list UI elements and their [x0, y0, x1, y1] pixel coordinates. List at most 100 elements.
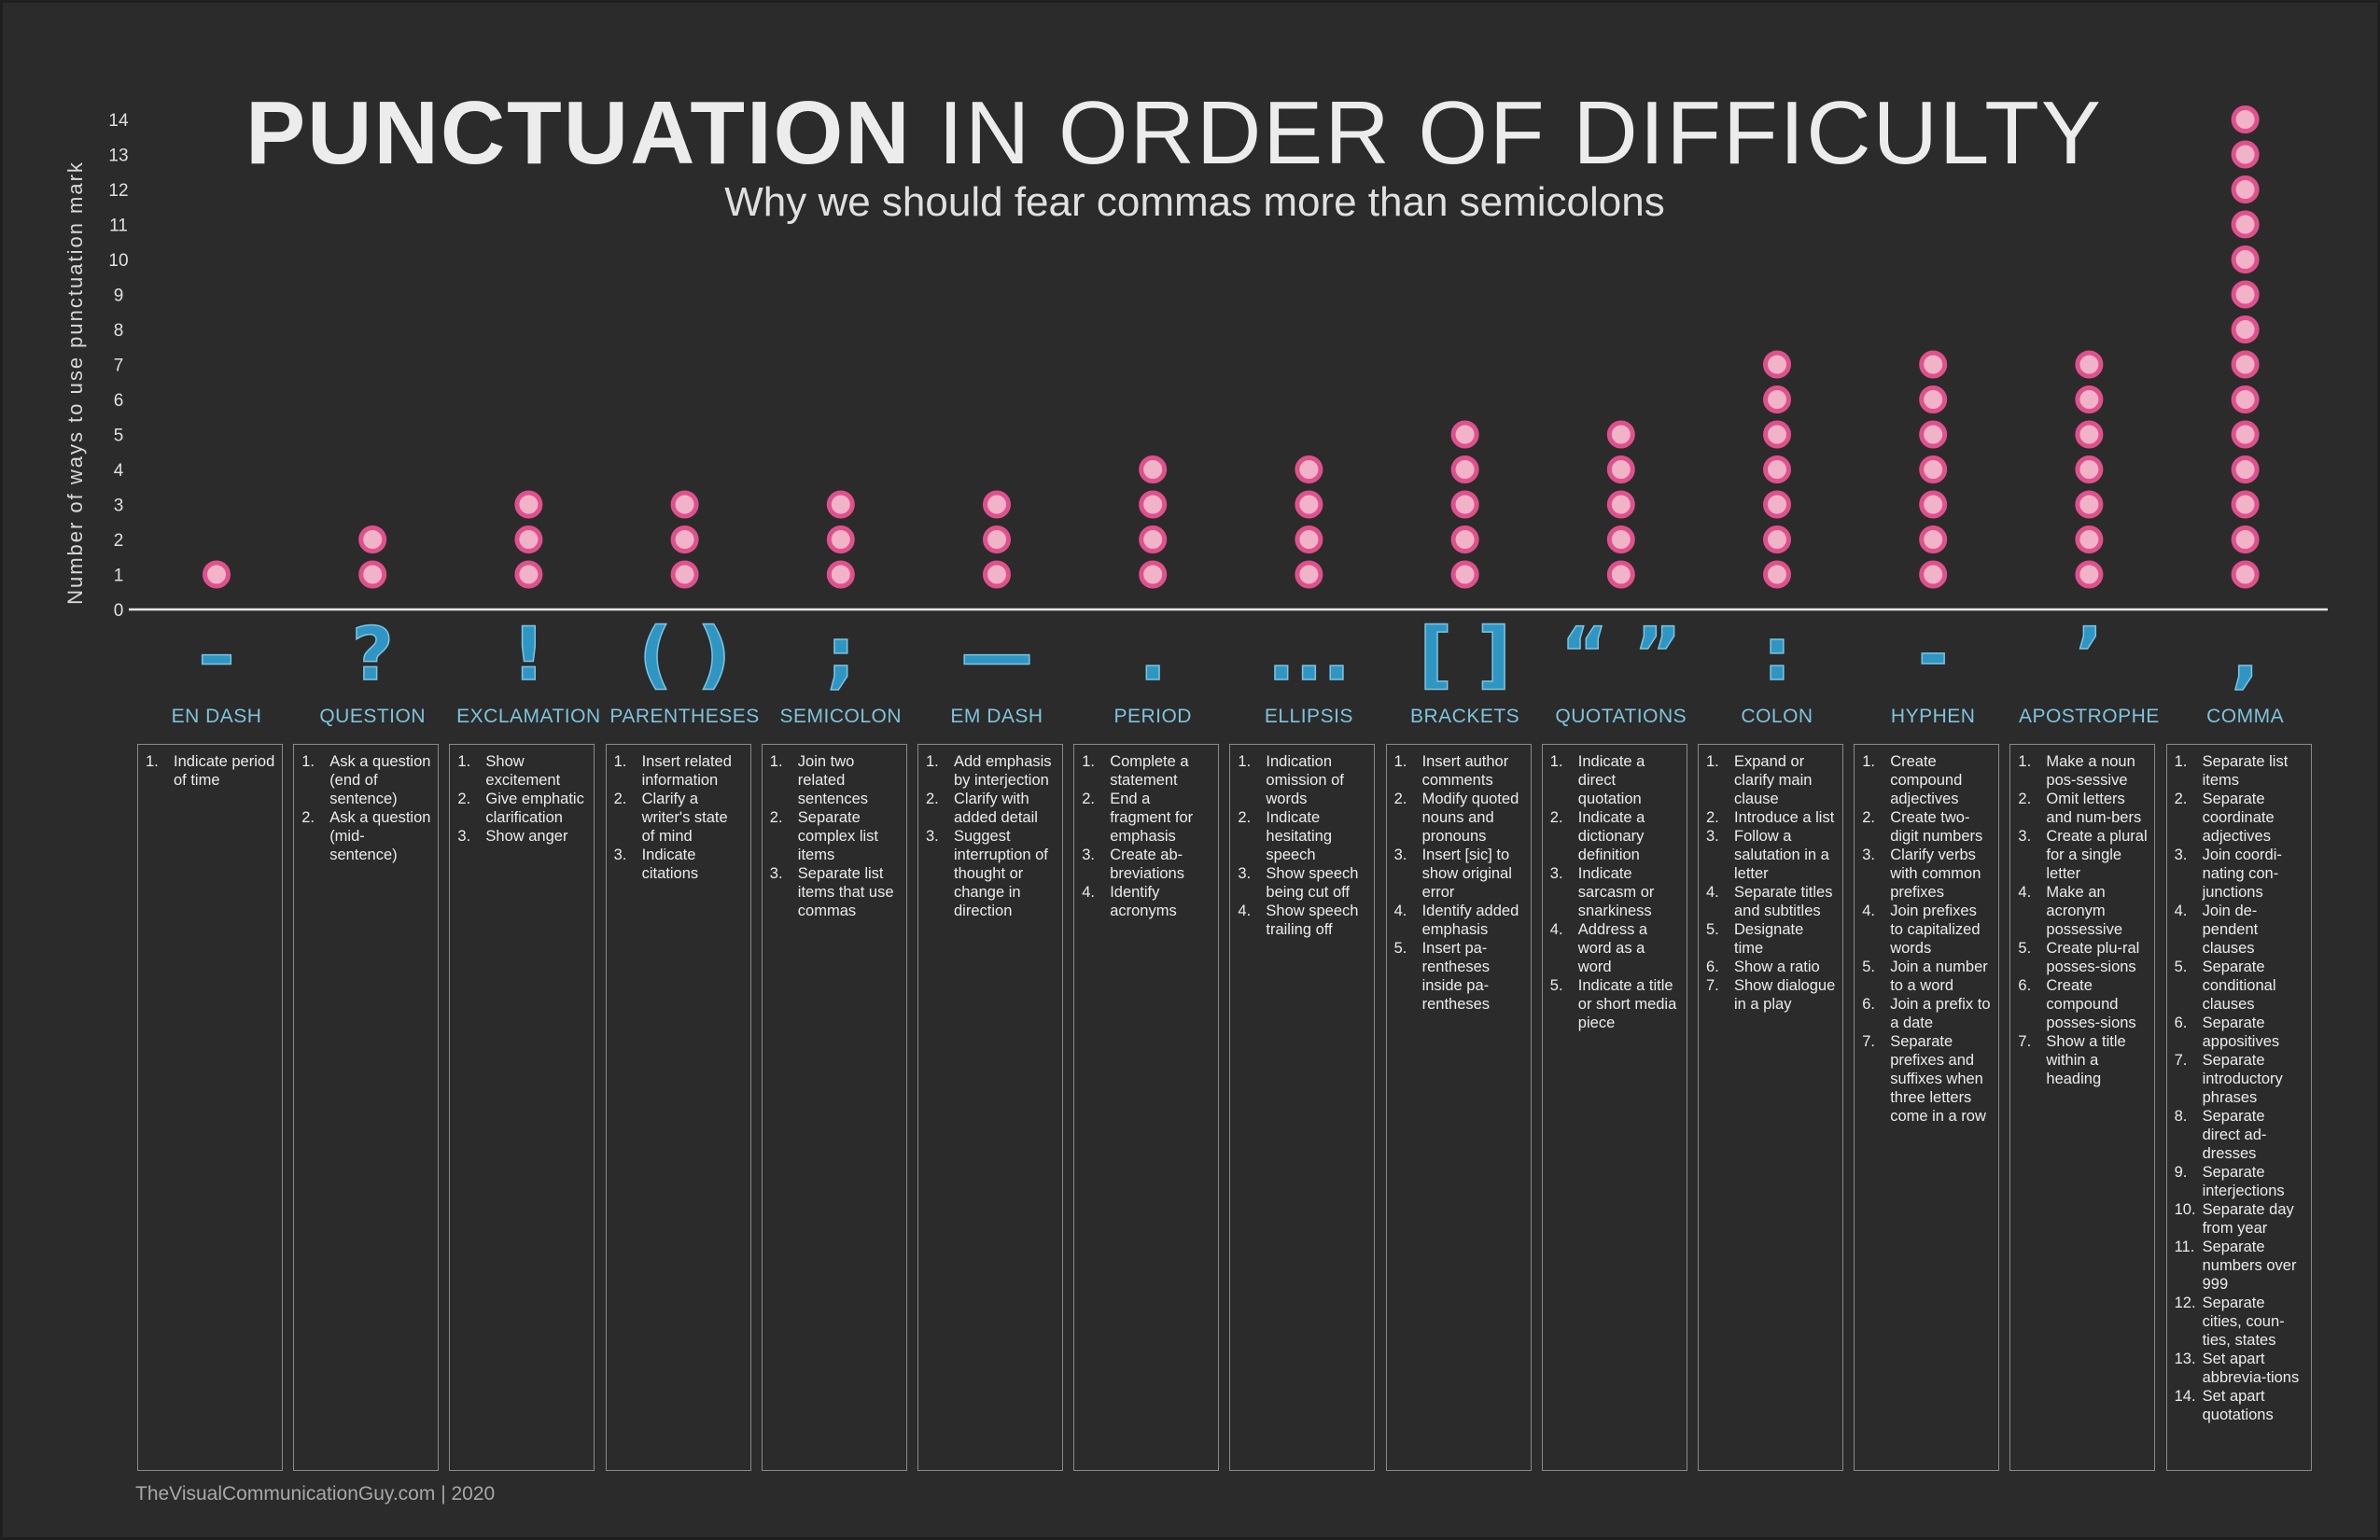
list-item: 3. Insert [sic] to show original error — [1393, 846, 1525, 902]
list-item-number: 6. — [1706, 959, 1719, 975]
y-tick-label: 6 — [114, 391, 124, 411]
list-item: 1. Create compound adjectives — [1860, 752, 1993, 808]
list-item-text: Show speech trailing off — [1266, 903, 1359, 938]
y-tick-label: 5 — [114, 427, 124, 446]
list-item-text: Separate numbers over 999 — [2202, 1239, 2297, 1293]
list-item-text: Indication omission of words — [1266, 753, 1344, 807]
data-point — [1919, 455, 1948, 483]
list-item-number: 2. — [301, 809, 315, 826]
list-item-number: 8. — [2174, 1108, 2188, 1125]
data-point — [670, 490, 699, 519]
list-item: 6. Show a ratio — [1704, 958, 1837, 976]
list-item: 3. Suggest interruption of thought or cha… — [924, 827, 1057, 920]
list-item-number: 13. — [2174, 1351, 2196, 1367]
uses-list: 1. Add emphasis by interjection 2. Clarify … — [924, 752, 1057, 920]
list-item-text: Separate titles and subtitles — [1734, 884, 1833, 919]
list-item: 8. Separate direct ad-dresses — [2173, 1107, 2305, 1163]
list-item-number: 4. — [2174, 903, 2188, 919]
list-item-text: Add emphasis by interjection — [954, 753, 1052, 789]
page-subtitle: Why we should fear commas more than semi… — [724, 179, 1665, 225]
list-item-number: 3. — [613, 847, 627, 863]
uses-box: 1. Complete a statement 2. End a fragment f… — [1073, 744, 1220, 1471]
title-light: IN ORDER OF DIFFICULTY — [938, 83, 2103, 183]
category-label: EM DASH — [950, 706, 1043, 727]
data-point — [1139, 560, 1168, 589]
data-point — [1295, 490, 1323, 519]
data-point — [1450, 420, 1479, 449]
list-item: 2. Indicate hesitating speech — [1236, 808, 1368, 864]
list-item-text: Insert pa-rentheses inside pa-rentheses — [1421, 940, 1491, 1013]
uses-box: 1. Ask a question (end of sentence) 2. Ask … — [293, 744, 440, 1471]
data-point — [983, 525, 1011, 553]
list-item: 3. Show anger — [455, 827, 588, 846]
list-item-text: Clarify a writer's state of mind — [641, 791, 728, 845]
list-item: 9. Separate interjections — [2173, 1163, 2305, 1200]
list-item-text: Create compound posses-sions — [2046, 977, 2136, 1031]
y-tick-label: 0 — [114, 601, 124, 621]
data-point — [2075, 420, 2104, 449]
list-item-text: Separate appositives — [2202, 1015, 2280, 1050]
list-item: 4. Join de-pendent clauses — [2173, 902, 2305, 958]
list-item-number: 3. — [1393, 847, 1407, 863]
list-item: 4. Make an acronym possessive — [2016, 883, 2149, 939]
list-item: 7. Show dialogue in a play — [1704, 976, 1837, 1014]
punctuation-glyph: ; — [826, 613, 855, 697]
list-item: 2. Modify quoted nouns and pronouns — [1393, 790, 1525, 846]
list-item-number: 2. — [769, 809, 783, 826]
data-point — [983, 490, 1011, 519]
list-item-number: 4. — [2018, 884, 2032, 901]
list-item: 1. Show excitement — [455, 752, 588, 790]
list-item-number: 5. — [1549, 977, 1563, 994]
list-item-text: Separate introductory phrases — [2202, 1052, 2283, 1106]
data-point — [670, 525, 699, 553]
list-item: 3. Separate list items that use commas — [768, 864, 901, 920]
uses-box: 1. Indication omission of words 2. Indicate… — [1229, 744, 1376, 1471]
list-item-text: Modify quoted nouns and pronouns — [1421, 791, 1519, 845]
data-point — [1919, 350, 1948, 379]
list-item: 2. Separate coordinate adjectives — [2173, 790, 2305, 846]
list-item: 14. Set apart quotations — [2173, 1387, 2305, 1424]
list-item-number: 3. — [926, 828, 939, 845]
category-label: EXCLAMATION — [456, 706, 600, 727]
list-item-text: Indicate sarcasm or snarkiness — [1577, 865, 1655, 919]
list-item-text: Make an acronym possessive — [2046, 884, 2123, 938]
list-item-text: Separate direct ad-dresses — [2202, 1108, 2267, 1162]
list-item-number: 3. — [769, 865, 783, 882]
list-item-text: Show speech being cut off — [1266, 865, 1359, 901]
list-item: 2. Separate complex list items — [768, 808, 901, 864]
data-point — [1919, 560, 1948, 589]
list-item-number: 14. — [2174, 1388, 2196, 1405]
punctuation-glyph: ! — [512, 613, 546, 697]
list-item-number: 5. — [2018, 940, 2032, 957]
data-point — [1295, 455, 1323, 483]
list-item-number: 3. — [2174, 847, 2188, 863]
uses-list: 1. Show excitement 2. Give emphatic clarifi… — [455, 752, 588, 846]
list-item-text: Suggest interruption of thought or chang… — [954, 828, 1048, 919]
y-tick-label: 12 — [108, 181, 128, 201]
list-item: 13. Set apart abbrevia-tions — [2173, 1350, 2305, 1387]
punctuation-glyph: [ ] — [1419, 613, 1510, 697]
list-item-text: End a fragment for emphasis — [1110, 791, 1194, 845]
punctuation-glyph: ’ — [2076, 613, 2104, 697]
uses-list: 1. Insert related information 2. Clarify a … — [612, 752, 745, 883]
list-item-text: Join coordi-nating con-junctions — [2202, 847, 2282, 901]
footer-credit: TheVisualCommunicationGuy.com | 2020 — [135, 1483, 496, 1505]
list-item-text: Complete a statement — [1110, 753, 1189, 789]
data-point — [2231, 280, 2260, 309]
list-item-number: 1. — [1393, 753, 1407, 770]
list-item: 2. Introduce a list — [1704, 808, 1837, 827]
data-point — [2231, 455, 2260, 483]
data-point — [1139, 490, 1168, 519]
data-point — [1763, 455, 1791, 483]
list-item-number: 2. — [1549, 809, 1563, 826]
data-point — [1606, 490, 1635, 519]
list-item-text: Join prefixes to capitalized words — [1890, 903, 1981, 957]
list-item-number: 2. — [1706, 809, 1719, 826]
list-item: 1. Indication omission of words — [1236, 752, 1368, 808]
category-label: QUESTION — [319, 706, 426, 727]
list-item: 6. Join a prefix to a date — [1860, 995, 1993, 1032]
data-point — [1919, 490, 1948, 519]
data-point — [514, 525, 543, 553]
list-item-text: Show excitement — [485, 753, 561, 789]
list-item-number: 6. — [1862, 996, 1875, 1013]
